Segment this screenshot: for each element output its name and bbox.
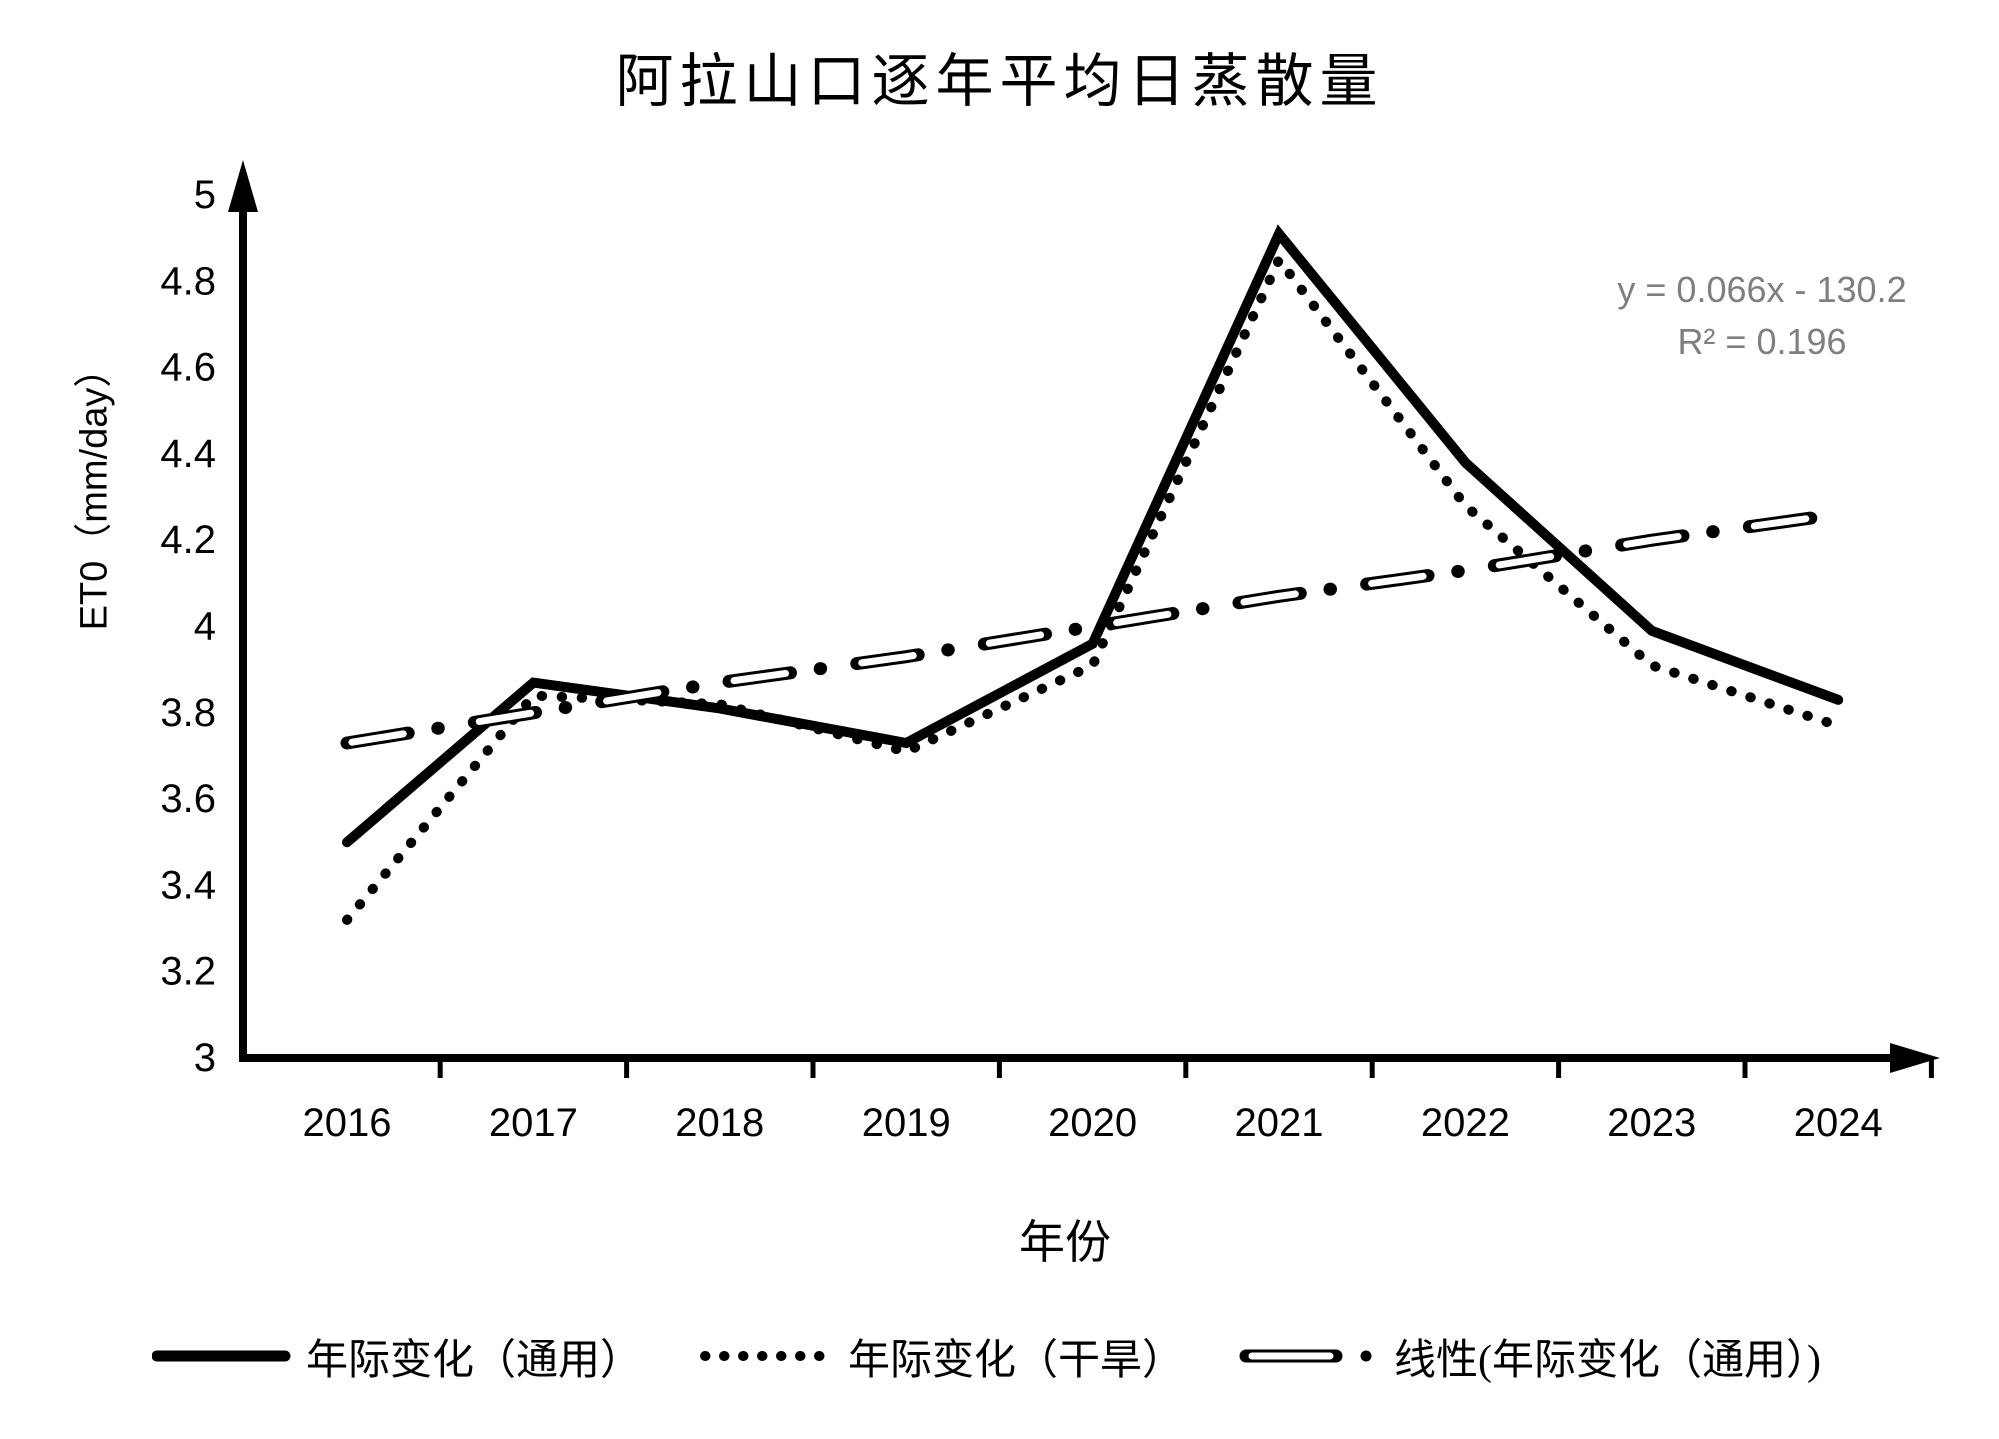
- y-tick-label: 3: [194, 1036, 216, 1080]
- x-tick-label: 2017: [489, 1101, 578, 1145]
- solid-line-swatch: [152, 1350, 291, 1362]
- x-tick-label: 2022: [1421, 1101, 1510, 1145]
- dash-dot-swatch: [1239, 1349, 1372, 1363]
- legend-item-drought: 年际变化（干旱）: [698, 1332, 1184, 1384]
- x-tick-label: 2019: [862, 1101, 951, 1145]
- series-line-dotted: [342, 254, 1844, 925]
- legend-label: 年际变化（干旱）: [848, 1337, 1185, 1384]
- series-line-solid: [342, 224, 1844, 848]
- x-tick-label: 2021: [1235, 1101, 1324, 1145]
- y-tick-label: 3.4: [160, 863, 216, 907]
- y-tick-label: 4.2: [160, 518, 216, 562]
- y-tick-label: 3.8: [160, 691, 216, 735]
- x-axis-arrow: [1890, 1043, 1940, 1073]
- x-tick-label: 2023: [1607, 1101, 1696, 1145]
- y-tick-label: 4.6: [160, 346, 216, 390]
- x-tick-label: 2020: [1048, 1101, 1137, 1145]
- y-tick-label: 3.2: [160, 950, 216, 994]
- x-tick-label: 2016: [303, 1101, 392, 1145]
- legend-label: 线性(年际变化（通用）): [1394, 1337, 1821, 1384]
- y-tick-label: 4: [194, 605, 216, 649]
- y-tick-label: 3.6: [160, 777, 216, 821]
- y-tick-label: 5: [194, 173, 216, 217]
- y-axis-title: ET0（mm/day）: [73, 349, 116, 631]
- x-tick-label: 2024: [1794, 1101, 1883, 1145]
- y-axis-arrow: [228, 160, 258, 212]
- legend-item-linear-trend: 线性(年际变化（通用）): [1238, 1332, 1821, 1384]
- r-squared-line: R² = 0.196: [1677, 321, 1847, 362]
- legend-item-general: 年际变化（通用）: [152, 1332, 642, 1384]
- x-tick-label: 2018: [675, 1101, 764, 1145]
- equation-line: y = 0.066x - 130.2: [1617, 269, 1907, 310]
- y-tick-label: 4.4: [160, 432, 216, 476]
- dotted-line-swatch: [700, 1351, 833, 1361]
- y-tick-label: 4.8: [160, 259, 216, 303]
- chart-title: 阿拉山口逐年平均日蒸散量: [615, 49, 1384, 114]
- x-axis-title: 年份: [1019, 1217, 1111, 1268]
- trendline-outer: [340, 507, 1845, 750]
- trendline-equation: y = 0.066x - 130.2 R² = 0.196: [1562, 264, 1962, 368]
- legend-label: 年际变化（通用）: [306, 1337, 643, 1384]
